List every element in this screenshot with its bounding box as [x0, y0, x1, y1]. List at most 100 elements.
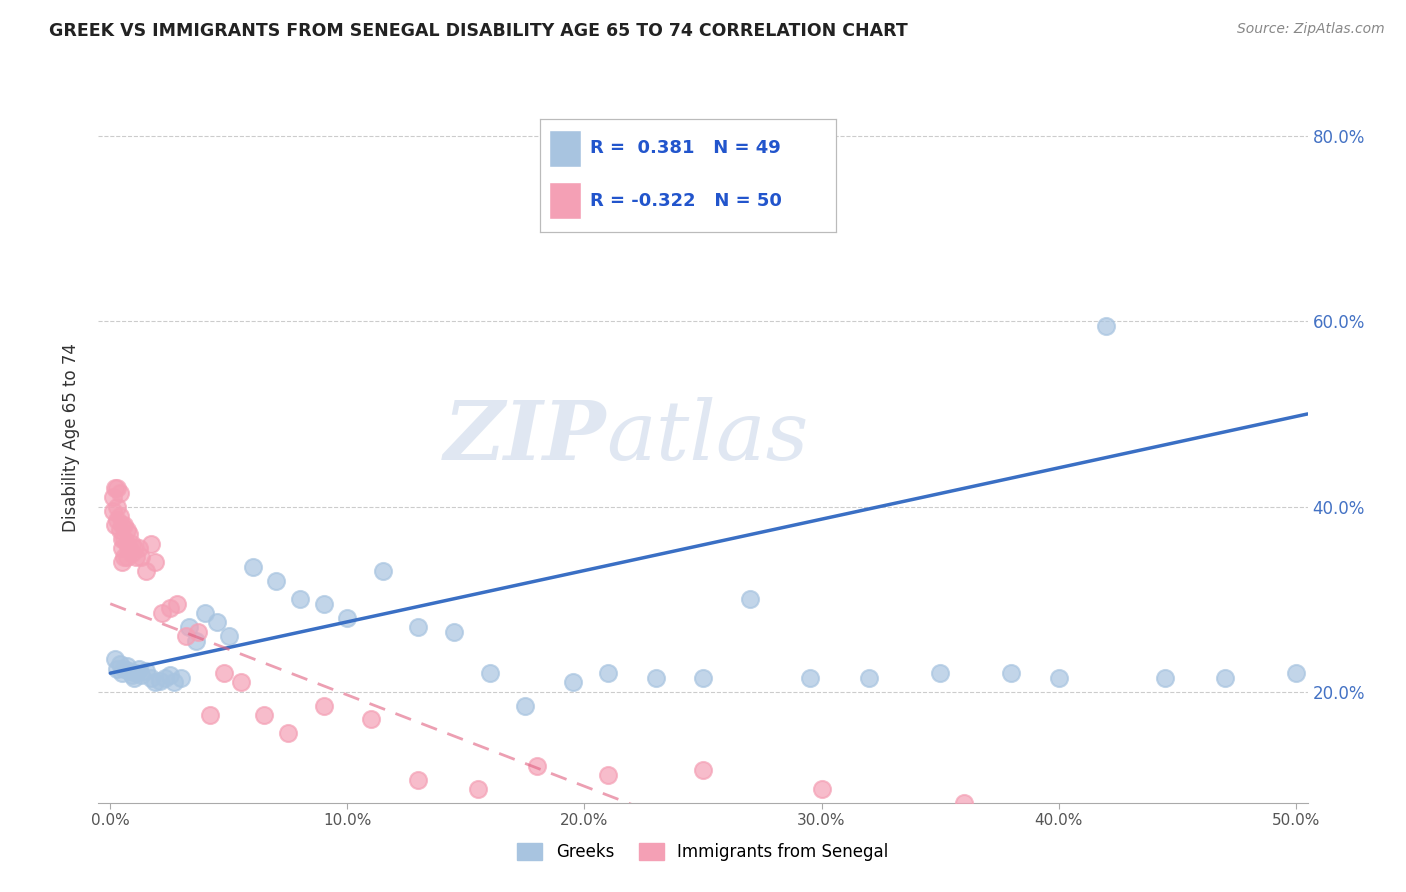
Point [277, 726, 299, 740]
Point [740, 592, 762, 607]
Point [118, 665, 141, 679]
Point [122, 671, 145, 685]
Point [121, 536, 143, 550]
Point [135, 565, 157, 579]
Point [114, 532, 136, 546]
Point [1095, 318, 1118, 333]
Point [115, 523, 138, 537]
Point [184, 633, 207, 648]
Point [598, 768, 620, 782]
Point [125, 666, 148, 681]
Point [1213, 671, 1236, 685]
Point [194, 606, 217, 620]
Point [1000, 666, 1022, 681]
Point [526, 758, 548, 772]
Point [135, 665, 157, 679]
Point [118, 541, 141, 556]
Text: atlas: atlas [606, 397, 808, 477]
Point [159, 601, 181, 615]
Point [128, 541, 150, 556]
Point [1047, 671, 1070, 685]
Point [177, 620, 200, 634]
Point [1154, 671, 1177, 685]
Point [139, 671, 162, 685]
Point [105, 513, 128, 527]
Point [122, 541, 145, 556]
Point [478, 666, 501, 681]
Text: GREEK VS IMMIGRANTS FROM SENEGAL DISABILITY AGE 65 TO 74 CORRELATION CHART: GREEK VS IMMIGRANTS FROM SENEGAL DISABIL… [49, 22, 908, 40]
Point [515, 698, 537, 713]
Point [288, 592, 311, 607]
Point [371, 565, 394, 579]
Point [598, 666, 620, 681]
Point [115, 550, 138, 565]
Point [128, 661, 150, 675]
Point [644, 671, 666, 685]
Point [218, 629, 240, 643]
Point [108, 485, 131, 500]
Point [111, 555, 134, 569]
Point [163, 675, 186, 690]
Point [153, 671, 176, 685]
Point [118, 527, 141, 541]
Point [111, 532, 134, 546]
Point [111, 518, 134, 533]
Point [105, 481, 128, 495]
Point [170, 671, 193, 685]
Point [1285, 666, 1308, 681]
Point [187, 624, 209, 639]
Point [561, 675, 583, 690]
Point [115, 658, 138, 673]
Point [408, 620, 430, 634]
Text: ZIP: ZIP [444, 397, 606, 477]
Point [104, 481, 127, 495]
Point [242, 559, 264, 574]
Point [198, 707, 221, 722]
Point [101, 490, 124, 504]
Point [114, 518, 136, 533]
Point [858, 671, 880, 685]
Point [152, 606, 174, 620]
Point [692, 671, 714, 685]
Legend: Greeks, Immigrants from Senegal: Greeks, Immigrants from Senegal [510, 836, 896, 868]
Point [229, 675, 252, 690]
Point [336, 610, 359, 624]
Point [108, 508, 131, 523]
Point [129, 550, 152, 565]
Point [139, 536, 162, 550]
Point [174, 629, 197, 643]
Point [114, 661, 136, 675]
Point [111, 666, 134, 681]
Y-axis label: Disability Age 65 to 74: Disability Age 65 to 74 [62, 343, 80, 532]
Point [212, 666, 235, 681]
Point [143, 555, 166, 569]
Point [105, 500, 128, 514]
Point [264, 574, 287, 588]
Point [312, 597, 335, 611]
Point [143, 675, 166, 690]
Point [929, 666, 952, 681]
Point [105, 661, 128, 675]
Point [121, 668, 143, 682]
Point [360, 713, 382, 727]
Point [115, 536, 138, 550]
Point [121, 546, 143, 560]
Point [114, 550, 136, 565]
Point [108, 523, 131, 537]
Point [104, 518, 127, 533]
Point [101, 504, 124, 518]
Point [205, 615, 228, 630]
Point [129, 668, 152, 682]
Point [104, 652, 127, 666]
Point [159, 668, 181, 682]
Point [111, 541, 134, 556]
Point [692, 764, 714, 778]
Point [312, 698, 335, 713]
Text: Source: ZipAtlas.com: Source: ZipAtlas.com [1237, 22, 1385, 37]
Point [408, 772, 430, 787]
Point [125, 550, 148, 565]
Point [149, 673, 172, 688]
Point [799, 671, 821, 685]
Point [443, 624, 465, 639]
Point [810, 781, 832, 796]
